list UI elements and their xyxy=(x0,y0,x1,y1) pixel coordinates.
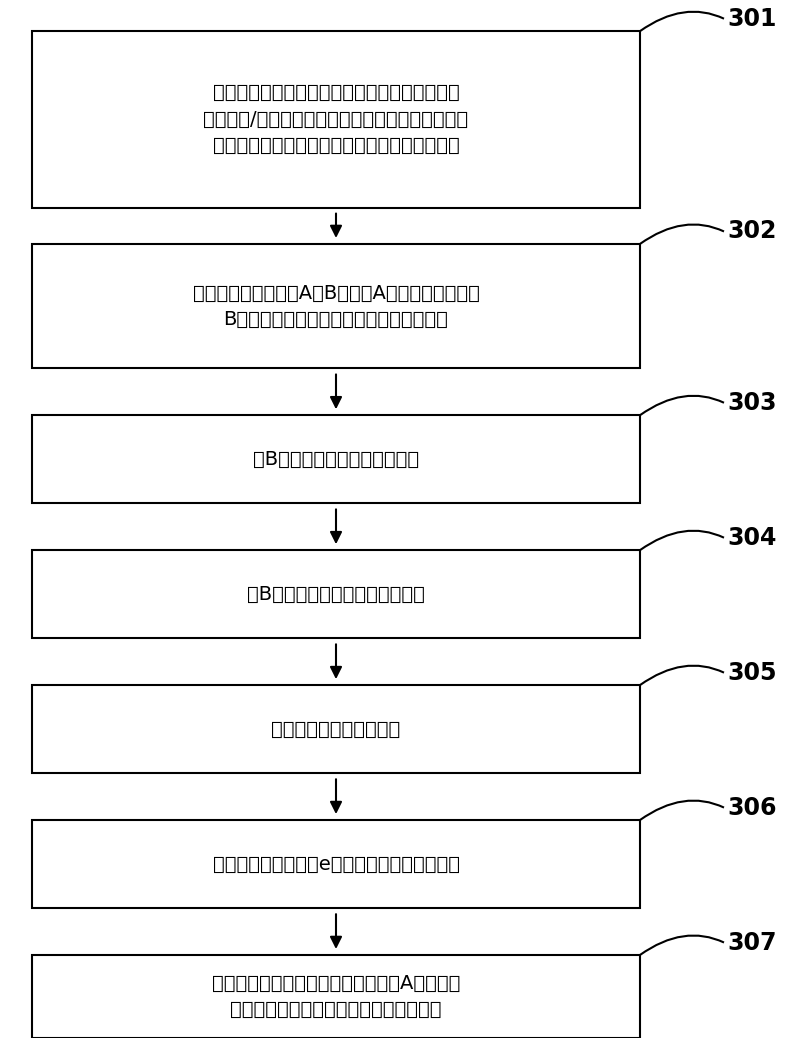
Text: 306: 306 xyxy=(727,795,777,820)
Text: 305: 305 xyxy=(727,660,777,685)
Text: 将所述混频信号分为A、B两路，A路输入延时器件，
B路利用对数提取所述混频信号的相位误差: 将所述混频信号分为A、B两路，A路输入延时器件， B路利用对数提取所述混频信号的… xyxy=(193,283,479,329)
FancyBboxPatch shape xyxy=(32,820,640,908)
Text: 对B路信号利用对数提取相位误差: 对B路信号利用对数提取相位误差 xyxy=(247,584,425,604)
Text: 307: 307 xyxy=(727,930,777,955)
Text: 将相位误差调节到以e为底的指数函数的指数上: 将相位误差调节到以e为底的指数函数的指数上 xyxy=(213,854,459,874)
Text: 提取所述相位误差的虚部: 提取所述相位误差的虚部 xyxy=(271,719,401,739)
Text: 301: 301 xyxy=(727,6,777,31)
Text: 303: 303 xyxy=(727,390,777,415)
FancyBboxPatch shape xyxy=(32,244,640,368)
FancyBboxPatch shape xyxy=(32,415,640,503)
FancyBboxPatch shape xyxy=(32,955,640,1038)
Text: 将所述提取出的相位误差从延时后的A路信号中
除去，实现相干光信号与本振信号的同步: 将所述提取出的相位误差从延时后的A路信号中 除去，实现相干光信号与本振信号的同步 xyxy=(212,974,460,1019)
FancyBboxPatch shape xyxy=(32,31,640,208)
Text: 将接收到的相干光信号和本振信号混频后的信号
进行模拟/数字转换，转换后的混频信号包含所述相
干光信号和所述本振信号的频率偏移和相位噪声: 将接收到的相干光信号和本振信号混频后的信号 进行模拟/数字转换，转换后的混频信号… xyxy=(203,83,469,156)
Text: 对B路信号进行去除干扰的处理: 对B路信号进行去除干扰的处理 xyxy=(253,449,419,469)
Text: 302: 302 xyxy=(727,219,777,244)
Text: 304: 304 xyxy=(727,525,777,550)
FancyBboxPatch shape xyxy=(32,550,640,638)
FancyBboxPatch shape xyxy=(32,685,640,773)
